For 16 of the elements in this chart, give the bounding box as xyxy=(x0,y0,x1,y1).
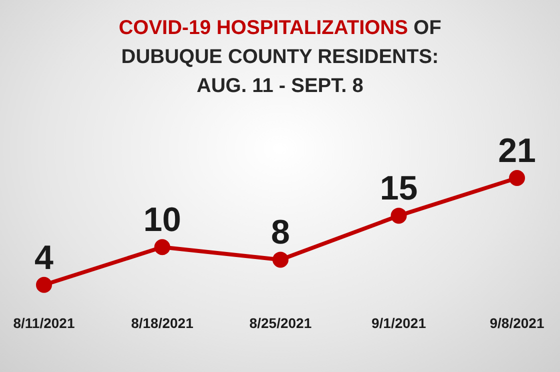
x-tick-label: 8/18/2021 xyxy=(131,314,194,331)
x-tick-label: 8/11/2021 xyxy=(13,314,75,331)
chart-title: COVID-19 HOSPITALIZATIONS OF DUBUQUE COUNTY RESIDENTS: AUG. 11 - SEPT. 8 xyxy=(118,16,442,99)
x-tick-label: 8/25/2021 xyxy=(249,314,312,331)
data-label: 15 xyxy=(380,170,418,208)
x-tick-label: 9/1/2021 xyxy=(372,314,426,331)
point xyxy=(154,239,170,256)
data-label: 8 xyxy=(271,214,290,252)
point xyxy=(272,252,288,268)
data-label: 10 xyxy=(143,201,182,240)
point xyxy=(390,208,407,224)
point xyxy=(509,170,525,186)
x-tick-label: 9/8/2021 xyxy=(490,314,544,331)
data-label: 21 xyxy=(498,132,536,170)
data-label: 4 xyxy=(34,238,54,277)
point xyxy=(36,276,52,293)
